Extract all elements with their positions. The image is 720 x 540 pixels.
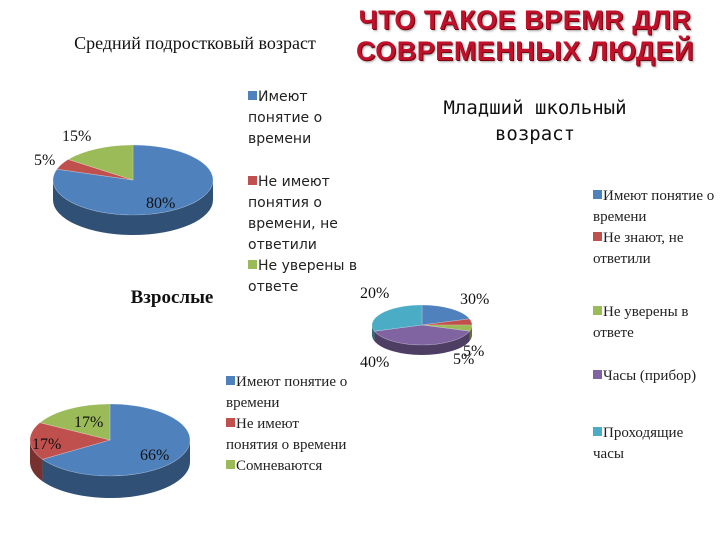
legend-item: Часы (прибор)	[593, 366, 715, 387]
legend-label: Имеют понятие о времени	[226, 374, 348, 411]
adults-slice-side	[30, 440, 43, 482]
legend-swatch-green	[248, 260, 257, 269]
legend-swatch-red	[226, 418, 235, 427]
data-label: 5%	[463, 343, 485, 360]
legend-label: Часы (прибор)	[603, 368, 697, 384]
legend-label: Не имеют понятия о времени, не ответили	[248, 174, 338, 253]
data-label: 20%	[360, 285, 390, 302]
chart-adults-legend: Имеют понятие о времени Не имеют понятия…	[226, 372, 351, 477]
legend-label: Не уверены в ответе	[593, 304, 689, 341]
legend-label: Проходящие часы	[593, 425, 684, 462]
legend-swatch-green	[593, 306, 602, 315]
chart-teen-legend: Имеют понятие о времени Не имеют понятия…	[248, 87, 366, 298]
data-label: 30%	[460, 291, 490, 308]
adults-slice	[29, 422, 112, 460]
legend-swatch-purple	[593, 370, 602, 379]
chart-teen-title: Средний подростковый возраст	[74, 33, 316, 53]
legend-swatch-blue	[593, 190, 602, 199]
teen-slice	[56, 159, 134, 181]
junior-slice-side	[469, 325, 472, 342]
legend-item: Не имеют понятия о времени, не ответили	[248, 172, 366, 256]
legend-label: Не имеют понятия о времени	[226, 416, 347, 453]
junior-slice-side	[374, 331, 470, 355]
legend-swatch-blue	[248, 91, 257, 100]
legend-item: Не уверены в ответе	[593, 302, 715, 344]
data-label: 5%	[453, 351, 475, 368]
legend-swatch-blue	[226, 376, 235, 385]
data-label: 80%	[146, 195, 176, 212]
slide-title: ЧТО ТАКОЕ ВРЕМR ДЛR СОВРЕМЕННЫХ ЛЮДЕЙ	[355, 5, 695, 66]
legend-item: Имеют понятие о времени	[593, 186, 715, 228]
junior-slice	[421, 318, 473, 326]
legend-item: Имеют понятие о времени	[226, 372, 351, 414]
legend-swatch-red	[593, 232, 602, 241]
junior-slice	[371, 304, 423, 332]
teen-slice-side	[53, 180, 213, 235]
junior-slice	[421, 304, 471, 326]
data-label: 17%	[74, 414, 104, 431]
legend-swatch-green	[226, 460, 235, 469]
legend-swatch-teal	[593, 427, 602, 436]
legend-item: Сомневаются	[226, 456, 351, 477]
junior-slice-side	[372, 325, 375, 342]
teen-slice	[52, 144, 214, 216]
adults-slice	[39, 403, 111, 441]
chart-junior-legend: Имеют понятие о времени Не знают, не отв…	[593, 186, 715, 465]
legend-item: Не имеют понятия о времени	[226, 414, 351, 456]
junior-slice	[373, 324, 471, 346]
legend-item: Проходящие часы	[593, 423, 715, 465]
chart-adults-title: Взрослые	[130, 287, 214, 308]
data-label: 17%	[32, 436, 62, 453]
legend-swatch-red	[248, 176, 257, 185]
legend-item: Не уверены в ответе	[248, 256, 366, 298]
adults-slice	[41, 403, 191, 477]
data-label: 15%	[62, 128, 92, 145]
legend-label: Не уверены в ответе	[248, 258, 358, 295]
legend-item: Не знают, не ответили	[593, 228, 715, 270]
data-label: 66%	[140, 447, 170, 464]
legend-label: Имеют понятие о времени	[593, 188, 715, 225]
legend-label: Не знают, не ответили	[593, 230, 684, 267]
junior-slice	[421, 324, 473, 332]
data-label: 40%	[360, 354, 390, 371]
data-label: 5%	[34, 152, 56, 169]
legend-item: Имеют понятие о времени	[248, 87, 366, 150]
legend-label: Сомневаются	[236, 458, 323, 474]
adults-slice-side	[42, 440, 190, 498]
legend-label: Имеют понятие о времени	[248, 89, 323, 147]
chart-junior-title: Младший школьный возраст	[443, 97, 627, 145]
teen-slice	[67, 144, 134, 181]
